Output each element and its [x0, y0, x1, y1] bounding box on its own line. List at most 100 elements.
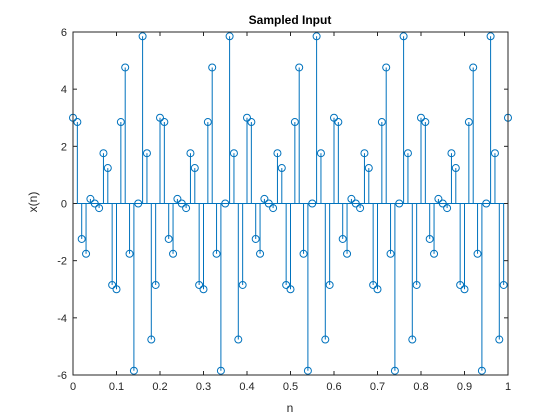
stem-marker [303, 366, 312, 375]
marker-series [69, 32, 512, 375]
y-tick-label: 2 [61, 141, 67, 153]
stem-marker [86, 194, 95, 203]
y-tick-label: 4 [61, 84, 67, 96]
stem-marker [373, 285, 382, 294]
x-tick-label: 0.1 [109, 381, 124, 393]
stem-marker [403, 149, 412, 158]
stem-marker [182, 204, 191, 213]
stem-marker [482, 199, 491, 208]
stem-marker [160, 118, 169, 127]
stem-marker [438, 199, 447, 208]
stem-marker [229, 149, 238, 158]
stem-marker [325, 280, 334, 289]
stem-marker [156, 113, 164, 122]
stem-marker [495, 335, 504, 344]
stem-marker [330, 113, 338, 122]
stem-marker [295, 63, 304, 72]
stem-marker [321, 335, 330, 344]
stem-marker [351, 199, 360, 208]
stem-marker [499, 280, 508, 289]
stem-marker [247, 118, 256, 127]
stem-marker [243, 113, 251, 122]
stem-marker [273, 149, 282, 158]
stem-marker [142, 149, 151, 158]
stem-marker [108, 280, 117, 289]
stem-marker [221, 199, 230, 208]
stem-marker [464, 118, 473, 127]
stem-marker [347, 194, 356, 203]
stem-marker [408, 335, 417, 344]
stem-marker [208, 63, 217, 72]
stem-marker [382, 63, 391, 72]
y-tick-label: 6 [61, 27, 67, 39]
stem-marker [134, 199, 143, 208]
stem-marker [299, 249, 308, 258]
x-tick-label: 0.4 [239, 381, 254, 393]
stem-marker [125, 249, 134, 258]
x-tick-label: 0.3 [196, 381, 211, 393]
y-tick-label: -2 [57, 256, 67, 268]
stem-marker [364, 164, 373, 173]
stem-marker [290, 118, 299, 127]
stem-marker [434, 194, 443, 203]
y-tick-label: -6 [57, 370, 67, 382]
stem-marker [417, 113, 425, 122]
stem-marker [412, 280, 421, 289]
stem-marker [282, 280, 291, 289]
stem-marker [216, 366, 225, 375]
stem-marker [456, 280, 465, 289]
stem-marker [421, 118, 430, 127]
stem-marker [151, 280, 160, 289]
stem-marker [269, 204, 278, 213]
x-tick-label: 0.8 [413, 381, 428, 393]
stem-marker [277, 164, 286, 173]
stem-marker [73, 118, 82, 127]
stem-marker [286, 285, 295, 294]
chart-title: Sampled Input [249, 13, 332, 27]
stem-marker [203, 118, 212, 127]
stem-marker [116, 118, 125, 127]
x-tick-label: 1 [505, 381, 511, 393]
stem-marker [212, 249, 221, 258]
stem-marker [308, 199, 317, 208]
y-tick-label: 0 [61, 199, 67, 211]
stem-marker [447, 149, 456, 158]
stem-marker [99, 149, 108, 158]
stem-marker [338, 234, 347, 243]
y-axis-label: x(n) [26, 192, 40, 213]
stem-marker [90, 199, 99, 208]
stem-marker [173, 194, 182, 203]
stem-marker [164, 234, 173, 243]
x-tick-label: 0.9 [457, 381, 472, 393]
stem-marker [390, 366, 399, 375]
stem-marker [443, 204, 452, 213]
stem-marker [129, 366, 138, 375]
stem-marker [147, 335, 156, 344]
stem-marker [469, 63, 478, 72]
stem-marker [425, 234, 434, 243]
x-tick-label: 0.6 [326, 381, 341, 393]
plot-area: 0 0.1 0.2 0.3 0.4 0.5 0.6 0.7 0.8 0.9 1 -6 -4 -2 0 2 4 6 [57, 27, 512, 393]
stem-marker [430, 249, 439, 258]
stem-marker [316, 149, 325, 158]
stem-marker [490, 149, 499, 158]
stem-marker [334, 118, 343, 127]
stem-marker [312, 32, 321, 41]
stem-marker [477, 366, 486, 375]
stem-marker [399, 32, 408, 41]
stem-marker [256, 249, 265, 258]
stem-marker [199, 285, 208, 294]
stem-marker [460, 285, 469, 294]
stem-marker [386, 249, 395, 258]
stem-marker [451, 164, 460, 173]
stem-marker [169, 249, 178, 258]
stem-marker [112, 285, 121, 294]
x-tick-label: 0.7 [370, 381, 385, 393]
stem-marker [377, 118, 386, 127]
stem-marker [251, 234, 260, 243]
stem-marker [343, 249, 352, 258]
y-tick-label: -4 [57, 313, 67, 325]
x-axis-label: n [287, 401, 294, 415]
stem-marker [260, 194, 269, 203]
